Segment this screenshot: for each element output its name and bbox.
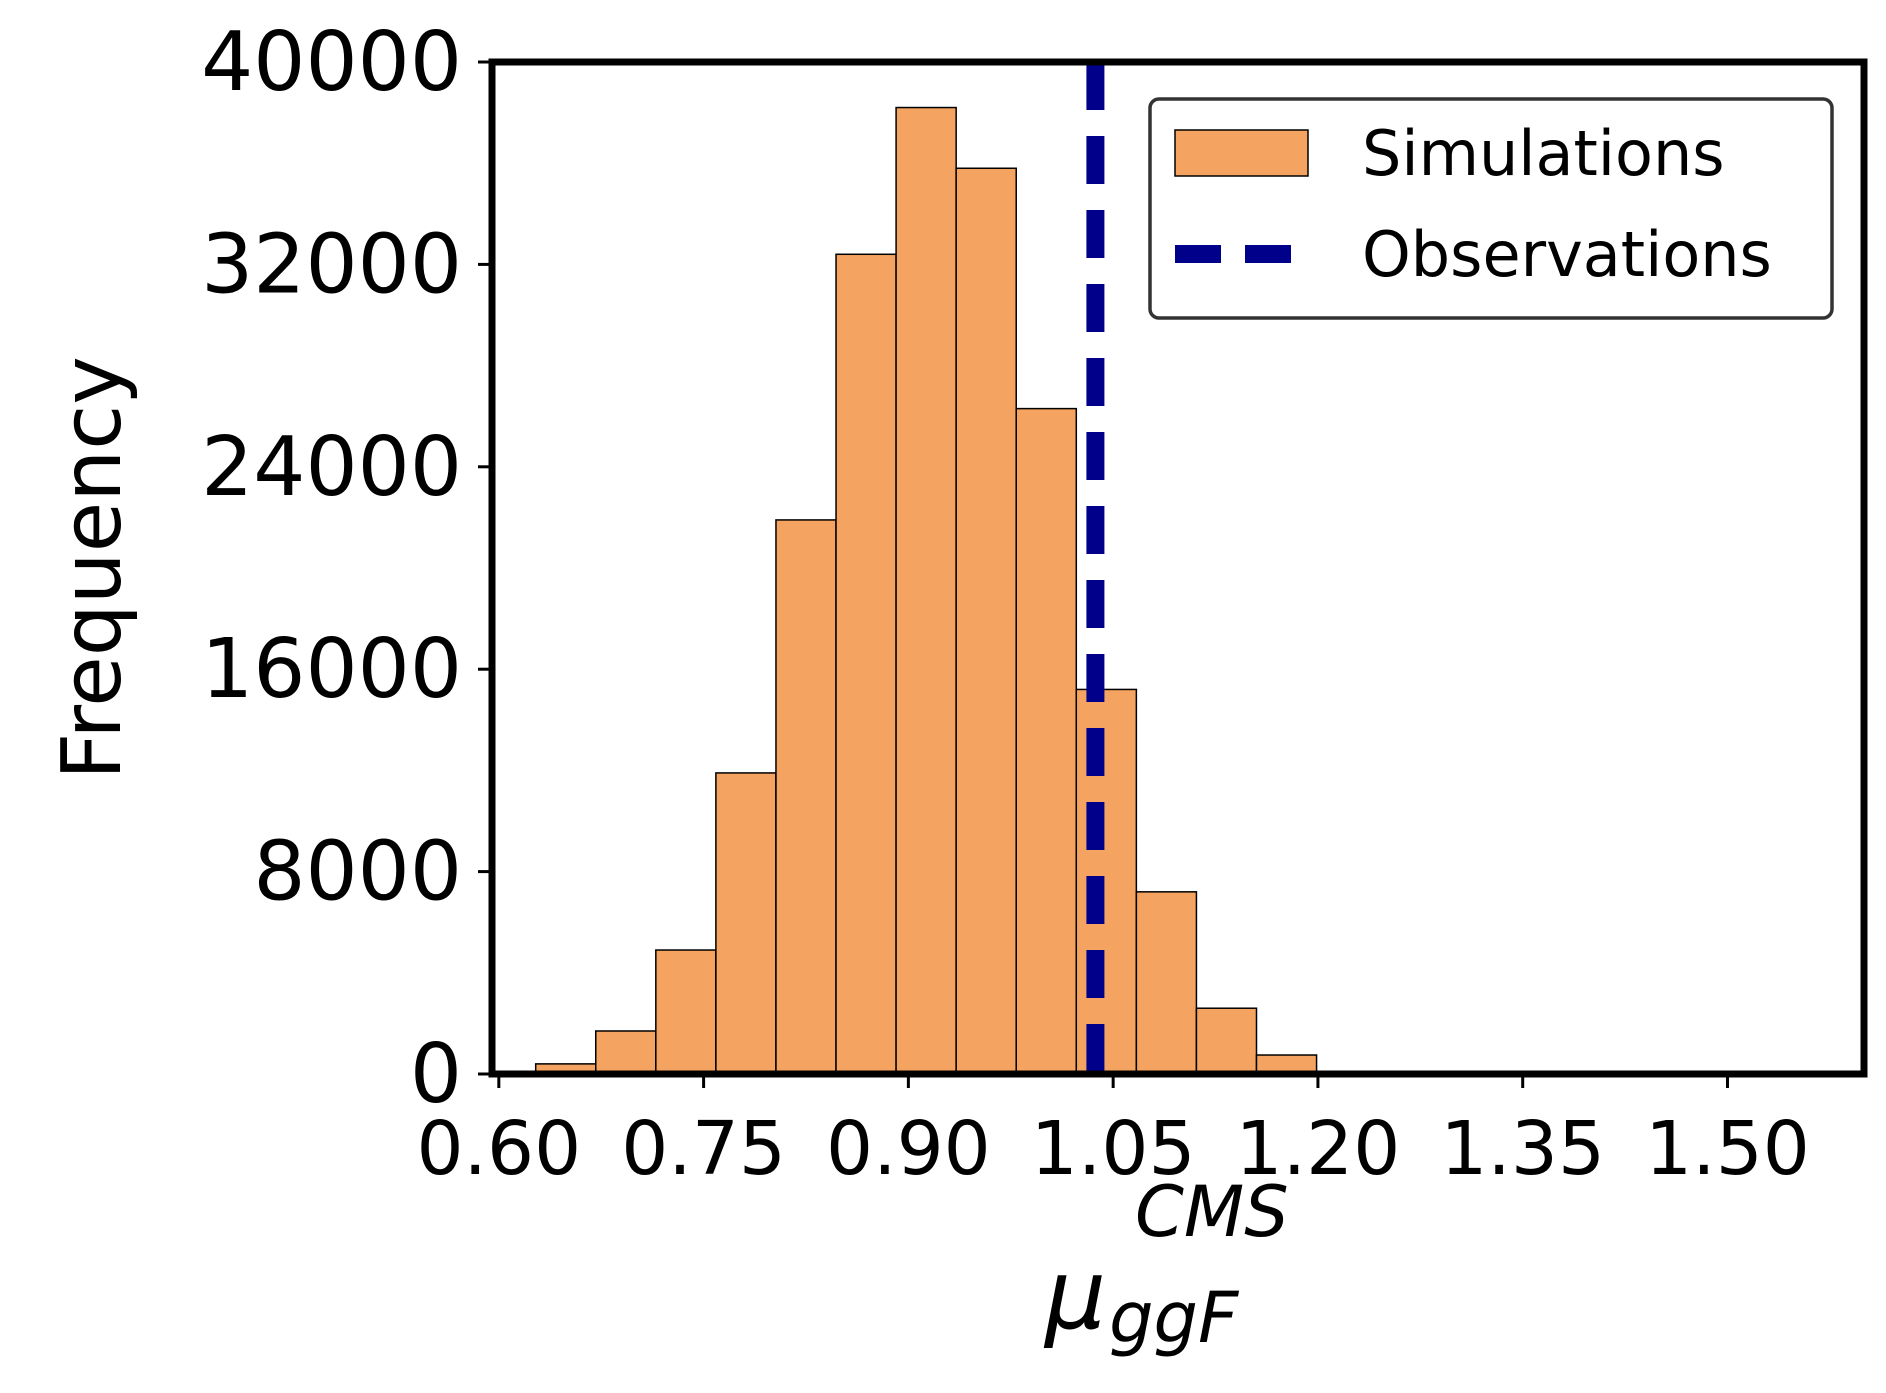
y-tick-label: 32000 (201, 217, 462, 312)
x-axis-label-base: μ (1043, 1239, 1106, 1351)
y-tick-label: 8000 (253, 825, 462, 920)
legend-observations-label: Observations (1362, 218, 1772, 291)
x-axis-label-superscript: CMS (1135, 1171, 1289, 1253)
histogram-bar (775, 519, 837, 1075)
x-tick-label: 1.35 (1440, 1106, 1605, 1192)
histogram-bar (1075, 688, 1138, 1075)
legend: Simulations Observations (1148, 97, 1834, 320)
legend-simulations-swatch (1174, 129, 1309, 177)
histogram-bar (1195, 1007, 1258, 1075)
histogram-bar (955, 167, 1017, 1075)
y-axis: 0 8000 16000 24000 32000 40000 (201, 15, 492, 1122)
x-axis-label: μggF CMS (1043, 1171, 1289, 1359)
y-tick-label: 40000 (201, 15, 462, 110)
histogram-bar (655, 949, 717, 1075)
y-tick-label: 24000 (201, 420, 462, 515)
x-tick-label: 1.20 (1236, 1106, 1401, 1192)
histogram-bar (595, 1030, 657, 1075)
x-tick-label: 0.60 (416, 1106, 581, 1192)
legend-simulations-label: Simulations (1362, 117, 1725, 190)
legend-box (1148, 97, 1834, 320)
x-tick-label: 1.50 (1645, 1106, 1810, 1192)
histogram-bars (534, 106, 1318, 1075)
x-axis-label-subscript: ggF (1109, 1277, 1240, 1359)
histogram-bar (715, 772, 777, 1075)
histogram-bar (895, 106, 957, 1075)
y-tick-label: 0 (410, 1027, 462, 1122)
x-axis: 0.60 0.75 0.90 1.05 1.20 1.35 1.50 (416, 1074, 1810, 1192)
histogram-bar (1135, 891, 1198, 1075)
x-tick-label: 0.90 (826, 1106, 991, 1192)
y-tick-label: 16000 (201, 622, 462, 717)
x-tick-label: 0.75 (621, 1106, 786, 1192)
histogram-bar (1015, 407, 1078, 1075)
y-axis-label: Frequency (45, 356, 140, 780)
x-tick-label: 1.05 (1031, 1106, 1196, 1192)
plot-frame (488, 58, 1868, 1078)
histogram-bar (835, 253, 897, 1075)
